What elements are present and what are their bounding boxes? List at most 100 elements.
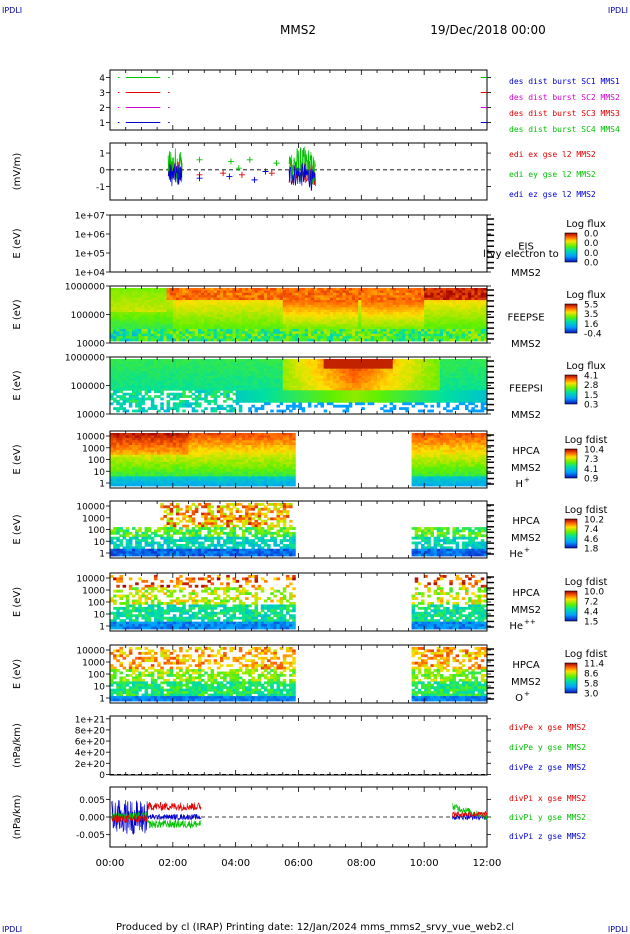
heatmap-cell: [141, 407, 145, 410]
heatmap-cell: [301, 312, 306, 315]
heatmap-cell: [182, 380, 186, 384]
heatmap-cell: [471, 292, 475, 296]
heatmap-cell: [355, 402, 359, 406]
heatmap-cell: [307, 368, 312, 372]
heatmap-cell: [153, 288, 158, 291]
heatmap-cell: [355, 390, 359, 394]
heatmap-cell: [465, 309, 469, 313]
heatmap-cell: [392, 319, 397, 323]
heatmap-cell: [125, 307, 130, 311]
heatmap-cell: [301, 328, 306, 332]
heatmap-cell: [389, 316, 394, 320]
heatmap-cell: [373, 312, 378, 315]
heatmap-cell: [405, 288, 409, 291]
heatmap-cell: [329, 385, 334, 389]
heatmap-cell: [147, 363, 152, 367]
heatmap-cell: [226, 397, 230, 401]
heatmap-cell: [289, 359, 293, 362]
heatmap-cell: [285, 316, 290, 320]
heatmap-cell: [320, 387, 325, 391]
heatmap-cell: [260, 399, 265, 403]
heatmap-cell: [351, 288, 356, 291]
heatmap-cell: [270, 292, 274, 296]
heatmap-cell: [157, 378, 161, 382]
heatmap-cell: [241, 359, 246, 362]
heatmap-cell: [480, 300, 485, 303]
heatmap-cell: [333, 326, 337, 330]
heatmap-cell: [166, 395, 171, 398]
heatmap-cell: [326, 338, 331, 342]
heatmap-cell: [421, 383, 425, 386]
heatmap-cell: [204, 292, 208, 296]
heatmap-cell: [389, 407, 394, 410]
heatmap-cell: [229, 300, 233, 303]
heatmap-cell: [301, 363, 306, 367]
heatmap-cell: [455, 324, 460, 327]
heatmap-cell: [153, 319, 158, 323]
heatmap-cell: [169, 380, 174, 384]
heatmap-cell: [150, 300, 155, 303]
heatmap-cell: [364, 373, 369, 377]
heatmap-cell: [436, 392, 441, 396]
heatmap-cell: [433, 363, 438, 367]
heatmap-cell: [295, 319, 299, 323]
heatmap-cell: [119, 395, 123, 398]
heatmap-cell: [131, 395, 136, 398]
heatmap-cell: [317, 361, 321, 365]
heatmap-cell: [223, 297, 227, 301]
heatmap-cell: [128, 300, 133, 303]
heatmap-cell: [439, 375, 444, 379]
heatmap-cell: [229, 302, 233, 306]
heatmap-cell: [289, 295, 293, 299]
heatmap-cell: [320, 404, 325, 408]
heatmap-cell: [128, 297, 133, 301]
heatmap-cell: [452, 338, 456, 342]
heatmap-cell: [329, 292, 334, 296]
heatmap-cell: [345, 404, 350, 408]
heatmap-cell: [213, 333, 218, 337]
heatmap-cell: [141, 321, 145, 325]
heatmap-cell: [172, 324, 177, 327]
edi-point: [268, 170, 275, 177]
heatmap-cell: [358, 290, 362, 294]
heatmap-cell: [414, 295, 419, 299]
heatmap-cell: [446, 338, 450, 342]
heatmap-cell: [483, 302, 487, 306]
heatmap-cell: [260, 395, 265, 398]
heatmap-cell: [358, 300, 362, 303]
heatmap-cell: [380, 378, 384, 382]
heatmap-cell: [465, 300, 469, 303]
heatmap-cell: [166, 290, 171, 294]
heatmap-cell: [179, 385, 183, 389]
heatmap-cell: [241, 326, 246, 330]
heatmap-cell: [160, 407, 164, 410]
heatmap-cell: [172, 392, 177, 396]
heatmap-cell: [166, 331, 171, 335]
heatmap-cell: [377, 326, 381, 330]
heatmap-cell: [232, 302, 237, 306]
heatmap-cell: [430, 397, 434, 401]
heatmap-cell: [216, 373, 221, 377]
heatmap-cell: [430, 326, 434, 330]
heatmap-cell: [238, 290, 243, 294]
heatmap-cell: [138, 361, 142, 365]
heatmap-cell: [377, 307, 381, 311]
heatmap-cell: [358, 366, 362, 370]
heatmap-cell: [226, 290, 230, 294]
y-tick-label: 1e+07: [75, 212, 105, 222]
heatmap-cell: [172, 404, 177, 408]
heatmap-cell: [119, 361, 123, 365]
heatmap-cell: [194, 324, 199, 327]
heatmap-cell: [377, 304, 381, 308]
heatmap-cell: [307, 387, 312, 391]
heatmap-cell: [235, 292, 240, 296]
heatmap-cell: [241, 319, 246, 323]
heatmap-cell: [197, 397, 202, 401]
heatmap-cell: [260, 380, 265, 384]
heatmap-cell: [411, 368, 416, 372]
heatmap-cell: [433, 288, 438, 291]
heatmap-cell: [201, 312, 205, 315]
heatmap-cell: [175, 312, 180, 315]
heatmap-cell: [223, 373, 227, 377]
heatmap-cell: [254, 319, 259, 323]
